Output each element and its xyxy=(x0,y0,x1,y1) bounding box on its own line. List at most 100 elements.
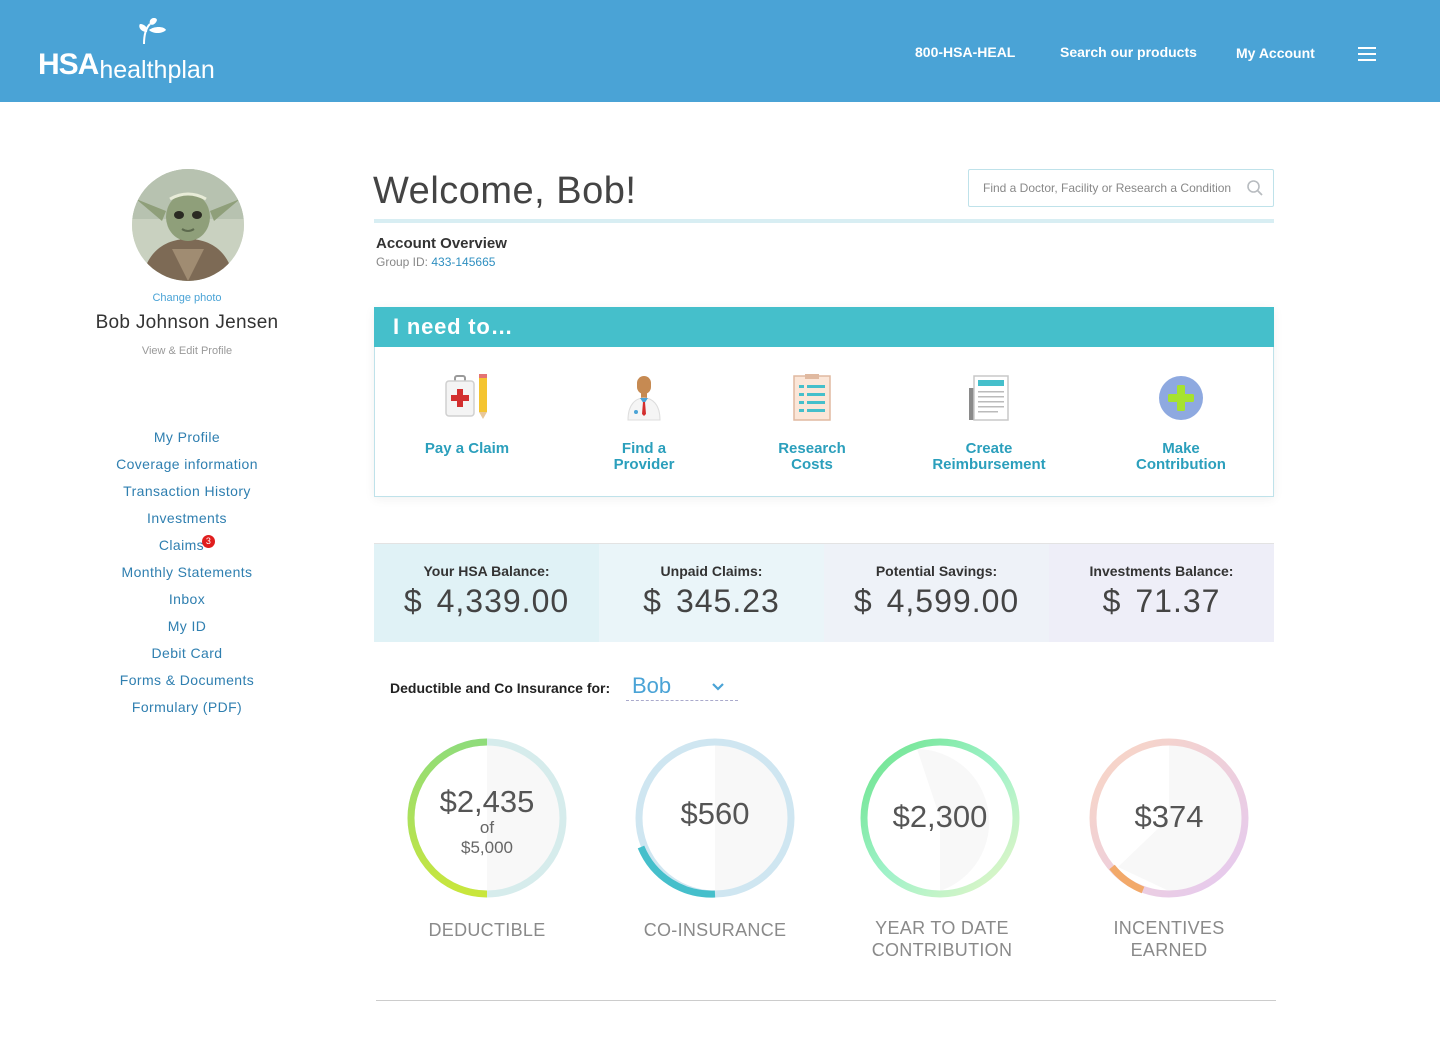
action-label-line1: Research xyxy=(778,440,846,457)
sidebar-item-label: Forms & Documents xyxy=(119,672,255,688)
co-insurance-label-text: CO-INSURANCE xyxy=(643,920,787,940)
logo-text-bold: HSA xyxy=(38,48,99,81)
action-label-line2: Costs xyxy=(791,456,833,473)
hamburger-menu-icon[interactable] xyxy=(1358,47,1376,61)
person-select-value: Bob xyxy=(632,673,672,698)
balance-title: Unpaid Claims: xyxy=(660,563,763,579)
clipboard-icon xyxy=(793,374,831,421)
action-label-line1: Make xyxy=(1162,440,1200,457)
action-label-line2: Provider xyxy=(613,456,675,473)
action-label: Make Contribution xyxy=(1101,441,1261,473)
bottom-divider xyxy=(376,1000,1276,1001)
incentives-label-2: EARNED xyxy=(1130,940,1208,960)
ytd-contribution-label-2: CONTRIBUTION xyxy=(871,940,1013,960)
sidebar-item-investments[interactable]: Investments xyxy=(57,510,317,537)
deductible-label: Deductible and Co Insurance for: xyxy=(390,680,611,696)
sidebar-item-label: Inbox xyxy=(168,591,206,607)
balance-amount: 4,339.00 xyxy=(436,583,570,619)
top-header: HSA healthplan 800-HSA-HEAL Search our p… xyxy=(0,0,1440,102)
currency-symbol: $ xyxy=(643,583,662,619)
research-costs-action[interactable]: Research Costs xyxy=(732,372,892,473)
action-label-line2: Reimbursement xyxy=(932,456,1046,473)
balance-value: $4,599.00 xyxy=(824,583,1049,620)
deductible-amount: $2,435 xyxy=(439,784,535,819)
action-label: Pay a Claim xyxy=(387,441,547,457)
balance-amount: 71.37 xyxy=(1135,583,1221,619)
action-label-line1: Pay a Claim xyxy=(424,440,510,457)
sidebar-item-label: Transaction History xyxy=(123,483,251,499)
hsa-healthplan-logo[interactable]: HSA healthplan xyxy=(38,18,215,83)
ytd-contribution-gauge xyxy=(860,738,1020,898)
investments-balance-card[interactable]: Investments Balance: $71.37 xyxy=(1049,544,1274,642)
group-id-value: 433-145665 xyxy=(431,255,496,269)
deductible-total: $5,000 xyxy=(461,838,513,857)
account-overview-heading: Account Overview xyxy=(376,235,507,252)
action-label-line2: Contribution xyxy=(1136,456,1226,473)
sidebar-item-label: Debit Card xyxy=(151,645,223,661)
sidebar-item-debit-card[interactable]: Debit Card xyxy=(57,645,317,672)
sidebar-item-transaction-history[interactable]: Transaction History xyxy=(57,483,317,510)
sidebar-item-claims[interactable]: Claims 3 xyxy=(57,535,317,564)
view-edit-profile-link[interactable]: View & Edit Profile xyxy=(141,345,233,357)
ytd-contribution-label-1: YEAR TO DATE xyxy=(875,918,1009,938)
co-insurance-amount: $560 xyxy=(680,796,750,831)
balance-title: Investments Balance: xyxy=(1089,563,1234,579)
hsa-balance-card[interactable]: Your HSA Balance: $4,339.00 xyxy=(374,544,599,642)
search-icon[interactable] xyxy=(1246,179,1264,197)
unpaid-claims-card[interactable]: Unpaid Claims: $345.23 xyxy=(599,544,824,642)
action-label: Create Reimbursement xyxy=(909,441,1069,473)
action-label: Find a Provider xyxy=(564,441,724,473)
plus-circle-icon xyxy=(1159,376,1203,420)
currency-symbol: $ xyxy=(853,583,873,619)
currency-symbol: $ xyxy=(403,583,423,619)
avatar[interactable] xyxy=(132,169,244,281)
sidebar-item-label: Monthly Statements xyxy=(121,564,253,580)
balance-title: Potential Savings: xyxy=(875,563,998,579)
chevron-down-icon xyxy=(712,683,724,691)
sidebar-item-label: My Profile xyxy=(153,429,221,445)
balance-value: $71.37 xyxy=(1049,583,1274,620)
co-insurance-gauge xyxy=(635,738,795,898)
ytd-contribution-amount: $2,300 xyxy=(892,799,988,834)
sidebar-item-monthly-statements[interactable]: Monthly Statements xyxy=(57,564,317,591)
deductible-of: of xyxy=(479,818,495,837)
deductible-label-text: DEDUCTIBLE xyxy=(428,920,546,940)
create-reimbursement-action[interactable]: Create Reimbursement xyxy=(909,372,1069,473)
sidebar-item-formulary-pdf[interactable]: Formulary (PDF) xyxy=(57,699,317,726)
sidebar-item-coverage[interactable]: Coverage information xyxy=(57,456,317,483)
change-photo-link[interactable]: Change photo xyxy=(152,292,222,304)
quick-actions-title: I need to… xyxy=(374,307,1274,347)
document-icon xyxy=(969,375,1009,421)
incentives-earned-gauge xyxy=(1089,738,1249,898)
search-input[interactable] xyxy=(969,170,1239,206)
action-label-line1: Find a xyxy=(621,440,667,457)
potential-savings-card[interactable]: Potential Savings: $4,599.00 xyxy=(824,544,1049,642)
search-products-link[interactable]: Search our products xyxy=(1060,44,1197,60)
sidebar-item-label: Investments xyxy=(147,510,227,526)
search-field[interactable] xyxy=(968,169,1274,207)
medical-kit-pencil-icon xyxy=(445,374,487,419)
person-select[interactable]: Bob xyxy=(626,673,738,701)
incentives-label-1: INCENTIVES xyxy=(1113,918,1225,938)
find-provider-action[interactable]: Find a Provider xyxy=(564,372,724,473)
currency-symbol: $ xyxy=(1102,583,1122,619)
phone-link[interactable]: 800-HSA-HEAL xyxy=(915,44,1016,60)
sidebar-item-inbox[interactable]: Inbox xyxy=(57,591,317,618)
incentives-amount: $374 xyxy=(1134,799,1204,834)
action-label-line1: Create xyxy=(965,440,1013,457)
sidebar-nav: My Profile Coverage information Transact… xyxy=(57,429,317,726)
sidebar-item-forms-documents[interactable]: Forms & Documents xyxy=(57,672,317,699)
deductible-gauge xyxy=(407,738,567,898)
sidebar-item-label: Claims xyxy=(158,537,205,553)
leaf-icon xyxy=(139,18,166,44)
user-name: Bob Johnson Jensen xyxy=(95,312,279,333)
pay-claim-action[interactable]: Pay a Claim xyxy=(387,372,547,457)
claims-count-badge: 3 xyxy=(202,535,216,548)
group-id-label: Group ID: xyxy=(376,255,432,269)
sidebar-item-label: Coverage information xyxy=(116,456,258,472)
my-account-link[interactable]: My Account xyxy=(1236,45,1315,61)
sidebar-item-my-id[interactable]: My ID xyxy=(57,618,317,645)
sidebar-item-my-profile[interactable]: My Profile xyxy=(57,429,317,456)
profile-photo-image xyxy=(132,169,244,281)
make-contribution-action[interactable]: Make Contribution xyxy=(1101,372,1261,473)
